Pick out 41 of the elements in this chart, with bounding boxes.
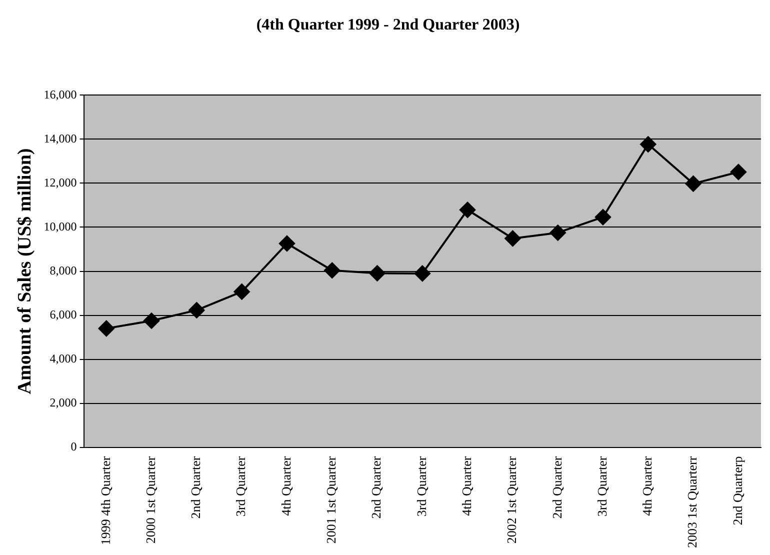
x-tick-label: 2001 1st Quarter (324, 456, 339, 544)
point (550, 224, 566, 241)
x-tick-label: 3rd Quarter (594, 456, 610, 517)
x-tick-label: 4th Quarter (640, 456, 655, 516)
x-tick-label: 2nd Quarter (368, 456, 384, 519)
point (188, 302, 205, 318)
y-tick-label: 12,000 (44, 175, 77, 190)
x-tick-label: 3rd Quarter (414, 456, 429, 517)
x-tick-label: 2nd Quarterp (730, 456, 745, 526)
y-tick-label: 8,000 (50, 263, 77, 278)
point (369, 265, 386, 282)
y-axis-title: Amount of Sales (US$ million) (14, 148, 36, 394)
y-tick-label: 16,000 (44, 87, 77, 102)
y-tick-label: 14,000 (44, 131, 77, 146)
x-tick-label: 4th Quarter (278, 456, 294, 516)
point (414, 265, 430, 282)
x-tick-label: 2nd Quarter (549, 456, 564, 519)
chart-title: (4th Quarter 1999 - 2nd Quarter 2003) (256, 16, 520, 34)
point (324, 262, 340, 278)
point (98, 320, 114, 336)
point (730, 164, 746, 180)
point (278, 236, 295, 252)
point (234, 284, 250, 300)
point (460, 202, 476, 218)
x-tick-label: 4th Quarter (458, 456, 474, 516)
point (640, 136, 656, 152)
point (594, 209, 611, 226)
y-tick-label: 0 (70, 439, 77, 454)
x-tick-label: 1999 4th Quarter (98, 456, 113, 546)
y-tick-label: 10,000 (44, 219, 77, 234)
x-tick-label: 2nd Quarter (188, 456, 204, 519)
y-tick-label: 4,000 (50, 351, 77, 366)
x-tick-label: 2003 1st Quarterr (684, 456, 700, 548)
y-tick-label: 2,000 (50, 395, 77, 410)
y-tick-label: 6,000 (50, 307, 77, 322)
x-tick-label: 2002 1st Quarter (504, 456, 520, 544)
point (685, 176, 702, 192)
x-tick-label: 2000 1st Quarter (142, 456, 158, 544)
point (144, 312, 160, 329)
point (504, 230, 521, 246)
x-tick-label: 3rd Quarter (233, 456, 248, 517)
